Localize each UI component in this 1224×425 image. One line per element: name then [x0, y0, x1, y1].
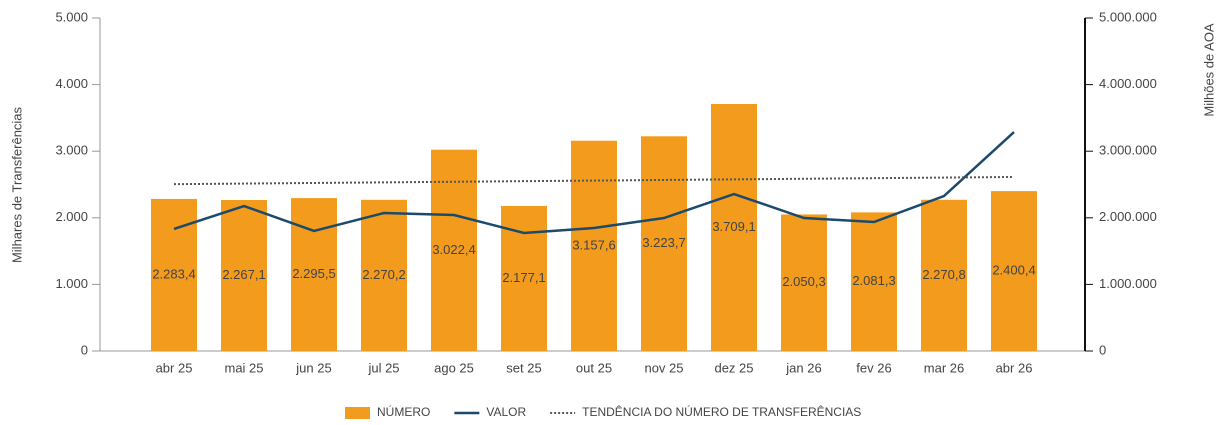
data-label: 3.709,1 [712, 219, 755, 234]
legend-label: VALOR [486, 405, 526, 419]
data-label: 2.400,4 [992, 263, 1035, 278]
y-tick-label: 2.000 [55, 209, 88, 224]
bar [361, 199, 407, 351]
x-tick-label: fev 26 [856, 360, 891, 375]
x-tick-label: out 25 [576, 360, 612, 375]
y-tick-label: 0 [81, 342, 88, 357]
bar [431, 149, 477, 351]
bar [991, 191, 1037, 351]
bar [781, 214, 827, 351]
bar [851, 212, 897, 351]
bar [711, 103, 757, 351]
data-label: 2.270,8 [922, 267, 965, 282]
data-label: 2.050,3 [782, 274, 825, 289]
line-series [173, 131, 1015, 235]
y-tick-label: 5.000 [55, 9, 88, 24]
data-label: 2.267,1 [222, 267, 265, 282]
x-tick-label: mai 25 [224, 360, 263, 375]
data-label: 2.270,2 [362, 267, 405, 282]
y2-tick-label: 5.000.000 [1099, 9, 1157, 24]
data-label: 2.283,4 [152, 266, 195, 281]
x-tick-label: jul 25 [367, 360, 399, 375]
x-tick-label: mar 26 [924, 360, 964, 375]
x-tick-label: abr 25 [156, 360, 193, 375]
y2-tick-label: 3.000.000 [1099, 143, 1157, 158]
legend-label: NÚMERO [377, 404, 430, 419]
bar [571, 140, 617, 351]
x-tick-label: ago 25 [434, 360, 474, 375]
y2-axis-title: Milhões de AOA [1201, 23, 1216, 117]
y2-tick-label: 0 [1099, 342, 1106, 357]
legend-swatch [345, 407, 370, 419]
x-tick-label: nov 25 [644, 360, 683, 375]
x-tick-label: jun 25 [295, 360, 331, 375]
y2-tick-label: 4.000.000 [1099, 76, 1157, 91]
bar [221, 200, 267, 351]
bar [641, 136, 687, 351]
y-tick-label: 4.000 [55, 76, 88, 91]
y-tick-label: 1.000 [55, 276, 88, 291]
y-tick-label: 3.000 [55, 143, 88, 158]
data-label: 2.081,3 [852, 273, 895, 288]
x-tick-label: abr 26 [996, 360, 1033, 375]
y2-tick-label: 1.000.000 [1099, 276, 1157, 291]
x-tick-label: set 25 [506, 360, 541, 375]
y-axis-title: Milhares de Transferências [9, 106, 24, 263]
y2-tick-label: 2.000.000 [1099, 209, 1157, 224]
data-label: 3.223,7 [642, 235, 685, 250]
x-tick-label: dez 25 [714, 360, 753, 375]
data-label: 3.157,6 [572, 237, 615, 252]
x-tick-label: jan 26 [785, 360, 821, 375]
data-label: 3.022,4 [432, 242, 475, 257]
bar [291, 198, 337, 351]
data-label: 2.177,1 [502, 270, 545, 285]
legend-label: TENDÊNCIA DO NÚMERO DE TRANSFERÊNCIAS [582, 404, 861, 419]
line-series [173, 175, 1015, 186]
data-label: 2.295,5 [292, 266, 335, 281]
bar [921, 199, 967, 351]
